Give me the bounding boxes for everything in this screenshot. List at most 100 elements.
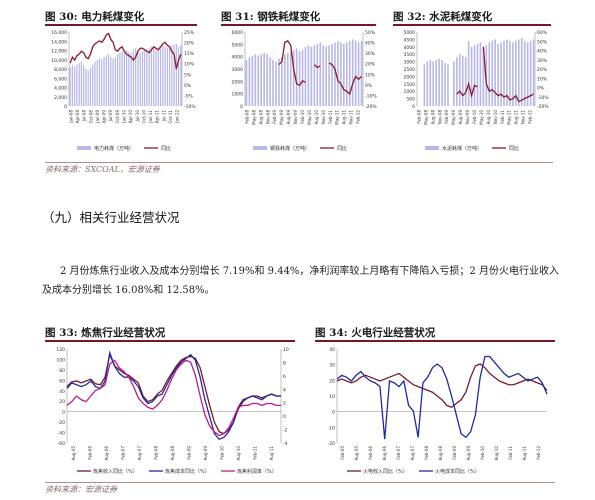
- bar: [491, 40, 494, 106]
- left-tick-label: 0: [332, 410, 335, 416]
- bar: [461, 55, 464, 106]
- left-tick-label: -40: [58, 431, 65, 437]
- x-tick-label: Aug-11: [522, 446, 527, 461]
- x-tick-label: Aug-10: [236, 446, 241, 461]
- left-tick-label: 100: [56, 357, 65, 363]
- x-tick-label: Aug-11: [342, 110, 347, 125]
- bar: [260, 54, 263, 106]
- right-tick-label: 40%: [365, 41, 376, 47]
- left-tick-label: 1000: [404, 89, 416, 95]
- x-tick-label: Feb-12: [356, 110, 361, 124]
- bar: [360, 40, 363, 106]
- x-tick-label: Feb-05: [340, 446, 345, 460]
- x-tick-label: Feb-11: [500, 110, 505, 124]
- bar: [83, 65, 85, 106]
- bar: [263, 52, 265, 106]
- bar: [523, 40, 526, 106]
- legend-label-bars: 钢铁耗煤（万吨）: [270, 145, 310, 152]
- x-tick-label: Feb-09: [444, 110, 449, 124]
- left-tick-label: 40: [329, 347, 335, 353]
- left-tick-label: 30: [329, 363, 335, 369]
- bar: [506, 39, 508, 106]
- bar: [137, 51, 139, 106]
- bar: [500, 42, 502, 106]
- bar: [529, 40, 532, 106]
- bar: [423, 64, 426, 106]
- x-tick-label: Apr-11: [155, 110, 160, 124]
- right-tick-label: 10%: [184, 62, 195, 68]
- bar: [177, 46, 180, 106]
- bar: [130, 52, 132, 106]
- x-tick-label: Aug-09: [458, 110, 463, 125]
- bar: [281, 57, 283, 106]
- x-tick-label: Feb-09: [452, 446, 457, 460]
- figure-rule: [45, 340, 295, 342]
- x-tick-label: May-09: [279, 110, 284, 125]
- bar: [107, 54, 110, 106]
- bar: [307, 45, 310, 106]
- bar: [526, 42, 529, 106]
- bar: [284, 54, 286, 106]
- left-tick-label: 4500: [404, 37, 416, 43]
- bar: [164, 46, 166, 106]
- chart-power-coal: 16,000 14,000 12,000 10,000 8,000 6,000 4,000 2…: [45, 26, 200, 158]
- bar: [173, 44, 175, 106]
- left-tick-label: 6,000: [54, 76, 67, 82]
- left-tick-label: 0: [62, 410, 65, 416]
- left-tick-label: 1500: [404, 82, 416, 88]
- bar: [123, 52, 125, 106]
- bar: [310, 46, 313, 106]
- figure-title: 图 32: 水泥耗煤变化: [393, 11, 493, 23]
- x-tick-label: Jul-11: [161, 110, 166, 123]
- body-paragraph: 2 月份炼焦行业收入及成本分别增长 7.19%和 9.44%，净利润率较上月略有…: [42, 262, 562, 300]
- left-tick-label: 5000: [232, 42, 244, 48]
- bar: [132, 49, 135, 106]
- x-tick-label: Jul-09: [108, 110, 113, 123]
- left-tick-label: 3000: [232, 67, 244, 73]
- legend-label-line: 同比: [161, 145, 171, 152]
- right-tick-label: 20%: [537, 67, 548, 73]
- legend-swatch-bars: [253, 146, 267, 150]
- x-tick-label: May-09: [451, 110, 456, 125]
- bar: [139, 52, 141, 106]
- x-tick-label: Feb-08: [416, 110, 421, 124]
- x-tick-label: Aug-11: [269, 446, 274, 461]
- x-tick-label: Feb-08: [244, 110, 249, 124]
- bar: [458, 54, 461, 106]
- bar: [456, 57, 458, 106]
- x-tick-label: Jan-08: [68, 110, 73, 124]
- right-tick-label: 8: [283, 360, 286, 366]
- bar: [286, 52, 289, 106]
- bar: [128, 51, 130, 106]
- source-rule: [45, 162, 553, 163]
- left-tick-label: 1000: [232, 92, 244, 98]
- x-tick-label: Feb-10: [300, 110, 305, 124]
- x-tick-label: Jan-09: [95, 110, 100, 124]
- bar: [155, 49, 157, 106]
- bar: [110, 57, 112, 106]
- bar: [94, 61, 96, 106]
- bar: [316, 43, 319, 106]
- bar: [319, 42, 322, 106]
- x-tick-label: Feb-11: [508, 446, 513, 460]
- bar: [171, 45, 173, 106]
- x-tick-label: Aug-08: [430, 110, 435, 125]
- bar: [168, 46, 171, 106]
- bar: [532, 39, 535, 106]
- left-tick-label: 0: [412, 104, 415, 110]
- left-tick-label: 80: [59, 368, 65, 374]
- bar: [482, 46, 485, 106]
- bar: [78, 63, 80, 106]
- bar: [135, 48, 137, 106]
- left-tick-label: 5000: [404, 30, 416, 36]
- bar: [254, 54, 257, 106]
- bar: [89, 67, 92, 106]
- bar: [150, 46, 153, 106]
- bar: [473, 45, 476, 106]
- x-tick-label: Oct-08: [88, 110, 93, 124]
- series-line: [336, 363, 548, 409]
- x-tick-label: Feb-11: [252, 446, 257, 460]
- bar: [515, 40, 517, 106]
- bar: [295, 48, 298, 106]
- x-tick-label: Feb-06: [88, 446, 93, 460]
